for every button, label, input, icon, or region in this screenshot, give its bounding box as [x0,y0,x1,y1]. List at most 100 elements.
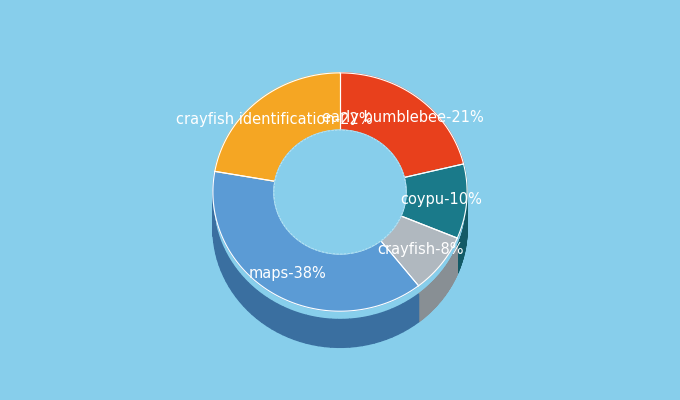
Polygon shape [292,243,294,273]
Polygon shape [367,256,370,285]
Polygon shape [441,271,442,300]
Polygon shape [428,285,430,314]
Polygon shape [447,263,448,292]
Polygon shape [313,257,316,286]
Polygon shape [324,319,331,347]
Polygon shape [215,220,216,254]
Polygon shape [297,247,299,277]
Polygon shape [215,73,340,181]
Polygon shape [305,253,307,282]
Polygon shape [302,251,305,280]
Polygon shape [370,254,373,284]
Polygon shape [340,73,464,178]
Polygon shape [219,238,222,271]
Polygon shape [440,273,441,302]
Polygon shape [374,314,380,343]
Polygon shape [312,317,318,346]
Polygon shape [348,262,352,290]
Polygon shape [342,262,345,290]
Polygon shape [290,241,292,271]
Polygon shape [339,262,342,290]
Polygon shape [248,282,252,314]
Text: crayfish-8%: crayfish-8% [377,242,464,257]
Polygon shape [272,301,277,332]
Polygon shape [218,232,219,266]
Polygon shape [356,318,362,346]
Polygon shape [286,236,288,266]
Polygon shape [288,238,290,269]
Polygon shape [329,262,332,290]
Polygon shape [226,254,229,287]
Polygon shape [306,315,312,344]
Text: early bumblebee-21%: early bumblebee-21% [322,110,483,125]
Polygon shape [288,309,294,340]
Polygon shape [233,264,236,297]
Polygon shape [316,258,320,287]
Polygon shape [299,249,302,279]
Polygon shape [358,259,361,288]
Polygon shape [337,320,343,347]
Polygon shape [275,214,276,245]
Polygon shape [214,215,215,248]
Polygon shape [294,312,301,341]
Polygon shape [437,276,439,305]
Polygon shape [331,319,337,347]
Polygon shape [439,274,440,303]
Polygon shape [278,223,279,253]
Polygon shape [252,287,257,318]
Polygon shape [307,254,310,284]
Polygon shape [277,220,278,250]
Polygon shape [426,287,428,316]
Polygon shape [434,280,435,308]
Polygon shape [448,262,449,291]
Polygon shape [442,270,443,299]
Polygon shape [294,245,297,275]
Polygon shape [444,268,445,297]
Polygon shape [243,278,248,310]
Polygon shape [236,269,240,302]
Polygon shape [262,294,267,326]
Polygon shape [432,282,433,310]
Text: maps-38%: maps-38% [249,266,327,281]
Polygon shape [375,251,378,280]
Polygon shape [419,293,420,322]
Polygon shape [361,258,364,287]
Polygon shape [436,278,437,306]
Polygon shape [421,292,422,320]
Polygon shape [301,314,306,343]
Polygon shape [279,226,281,256]
Polygon shape [401,164,467,238]
Polygon shape [343,319,350,347]
Polygon shape [435,279,436,308]
Polygon shape [213,171,419,311]
Polygon shape [335,262,339,290]
Polygon shape [409,298,413,329]
Polygon shape [381,216,457,286]
Polygon shape [284,234,286,264]
Polygon shape [431,282,432,311]
Polygon shape [240,274,243,306]
Polygon shape [267,298,272,329]
Polygon shape [318,318,324,346]
Polygon shape [423,290,424,319]
Polygon shape [420,292,421,321]
Polygon shape [403,301,409,332]
Polygon shape [224,248,226,282]
Polygon shape [378,249,381,279]
Polygon shape [373,253,375,282]
Polygon shape [380,312,386,341]
Polygon shape [413,294,419,325]
Polygon shape [386,309,392,339]
Polygon shape [362,317,368,346]
Polygon shape [257,291,262,322]
Polygon shape [445,266,446,295]
Polygon shape [282,231,284,261]
Polygon shape [216,226,218,260]
Polygon shape [398,304,403,334]
Polygon shape [430,283,431,312]
Polygon shape [229,259,233,292]
Polygon shape [368,315,374,344]
Polygon shape [352,261,355,289]
Polygon shape [350,319,356,347]
Polygon shape [277,304,283,335]
